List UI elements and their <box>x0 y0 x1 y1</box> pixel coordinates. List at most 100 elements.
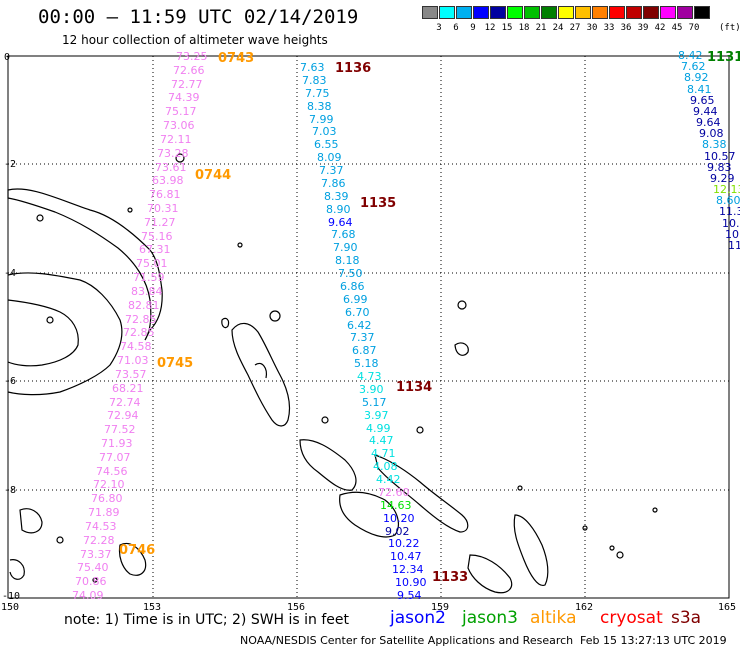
wave-height-value: 71.93 <box>101 437 133 450</box>
color-scale-label: 39 <box>637 23 649 33</box>
lon-label-165: 165 <box>718 602 737 613</box>
color-scale-label: 36 <box>620 23 632 33</box>
wave-height-value: 7.99 <box>309 113 334 126</box>
wave-height-value: 7.75 <box>305 87 330 100</box>
color-scale-cell <box>558 6 574 19</box>
wave-height-value: 7.50 <box>338 267 363 280</box>
lon-label-153: 153 <box>143 602 162 613</box>
wave-height-value: 8.90 <box>326 203 351 216</box>
color-scale-cell <box>575 6 591 19</box>
wave-height-value: 82.81 <box>128 299 160 312</box>
wave-height-value: 73.37 <box>80 548 112 561</box>
color-scale-cell <box>643 6 659 19</box>
color-scale-cell <box>507 6 523 19</box>
color-scale-cell <box>541 6 557 19</box>
color-scale-cell <box>592 6 608 19</box>
color-scale-label: 3 <box>436 23 442 33</box>
wave-height-value: 71.89 <box>88 506 120 519</box>
wave-height-value: 9.02 <box>385 525 410 538</box>
wave-height-value: 71.59 <box>133 271 165 284</box>
color-scale-cell <box>490 6 506 19</box>
graticule <box>8 56 729 598</box>
wave-height-value: 8.92 <box>684 71 709 84</box>
wave-height-value: 10.90 <box>395 576 427 589</box>
color-scale-cell <box>439 6 455 19</box>
wave-height-value: 74.53 <box>85 520 117 533</box>
pass-id-1136: 1136 <box>335 61 372 76</box>
wave-height-value: 75.16 <box>141 230 173 243</box>
wave-height-value: 11 <box>728 239 740 252</box>
wave-height-value: 72.66 <box>173 64 205 77</box>
wave-height-value: 67.31 <box>139 243 171 256</box>
color-scale-cell <box>609 6 625 19</box>
color-scale-cell <box>677 6 693 19</box>
wave-height-value: 76.81 <box>149 188 181 201</box>
wave-height-value: 77.52 <box>104 423 136 436</box>
wave-height-value: 73.61 <box>155 161 187 174</box>
color-scale-label: 30 <box>586 23 598 33</box>
wave-height-value: 9.64 <box>328 216 353 229</box>
wave-height-value: 3.90 <box>359 383 384 396</box>
wave-height-value: 74.58 <box>120 340 152 353</box>
wave-height-value: 10 <box>725 228 739 241</box>
wave-height-value: 70.86 <box>75 575 107 588</box>
wave-height-value: 8.41 <box>687 83 712 96</box>
wave-height-value: 9.65 <box>690 94 715 107</box>
color-scale-cell <box>660 6 676 19</box>
wave-height-value: 71.03 <box>117 354 149 367</box>
wave-height-value: 10.47 <box>390 550 422 563</box>
wave-height-value: 8.38 <box>307 100 332 113</box>
wave-height-value: 7.90 <box>333 241 358 254</box>
legend-jason2: jason2 <box>390 608 446 628</box>
wave-height-value: 73.28 <box>157 147 189 160</box>
legend-cryosat: cryosat <box>600 608 663 628</box>
wave-height-value: 12.34 <box>392 563 424 576</box>
wave-height-value: 63.98 <box>152 174 184 187</box>
wave-height-value: 7.03 <box>312 125 337 138</box>
wave-height-value: 10.20 <box>383 512 415 525</box>
wave-height-value: 72.28 <box>83 534 115 547</box>
wave-height-value: 9.44 <box>693 105 718 118</box>
lon-label-156: 156 <box>287 602 306 613</box>
wave-height-value: 6.42 <box>347 319 372 332</box>
wave-height-value: 7.68 <box>331 228 356 241</box>
wave-height-value: 5.17 <box>362 396 387 409</box>
wave-height-value: 72.60 <box>378 486 410 499</box>
wave-height-value: 8.09 <box>317 151 342 164</box>
legend-s3a: s3a <box>671 608 702 628</box>
color-scale-unit: (ft) <box>719 23 740 33</box>
wave-height-value: 75.40 <box>77 561 109 574</box>
lat-label-minus10: -10 <box>2 591 21 602</box>
color-scale-label: 27 <box>569 23 581 33</box>
wave-height-value: 6.70 <box>345 306 370 319</box>
wave-height-value: 5.18 <box>354 357 379 370</box>
wave-height-value: 12.13 <box>713 183 740 196</box>
pass-id-0743: 0743 <box>218 51 255 66</box>
color-scale-label: 6 <box>453 23 459 33</box>
lat-label-0: 0 <box>4 52 11 63</box>
wave-height-value: 73.06 <box>163 119 195 132</box>
wave-height-value: 8.60 <box>716 194 740 207</box>
coastlines <box>7 153 658 594</box>
color-scale-cell <box>524 6 540 19</box>
wave-height-value: 7.86 <box>321 177 346 190</box>
lat-label-minus2: -2 <box>4 159 17 170</box>
wave-height-value: 77.07 <box>99 451 131 464</box>
wave-height-value: 9.83 <box>707 161 732 174</box>
pass-id-1131: 1131 <box>707 50 740 65</box>
color-scale-label: 45 <box>671 23 683 33</box>
legend-altika: altika <box>530 608 577 628</box>
wave-height-value: 7.83 <box>302 74 327 87</box>
wave-height-value: 72.74 <box>109 396 141 409</box>
wave-height-value: 4.42 <box>376 473 401 486</box>
wave-height-value: 3.97 <box>364 409 389 422</box>
wave-height-value: 14.63 <box>380 499 412 512</box>
map-frame <box>7 55 730 599</box>
wave-height-value: 73.57 <box>115 368 147 381</box>
wave-height-value: 7.62 <box>681 60 706 73</box>
wave-height-value: 9.64 <box>696 116 721 129</box>
color-scale-label: 18 <box>518 23 530 33</box>
wave-height-value: 73.25 <box>176 50 208 63</box>
wave-height-value: 83.84 <box>131 285 163 298</box>
credit-line: NOAA/NESDIS Center for Satellite Applica… <box>240 634 574 647</box>
